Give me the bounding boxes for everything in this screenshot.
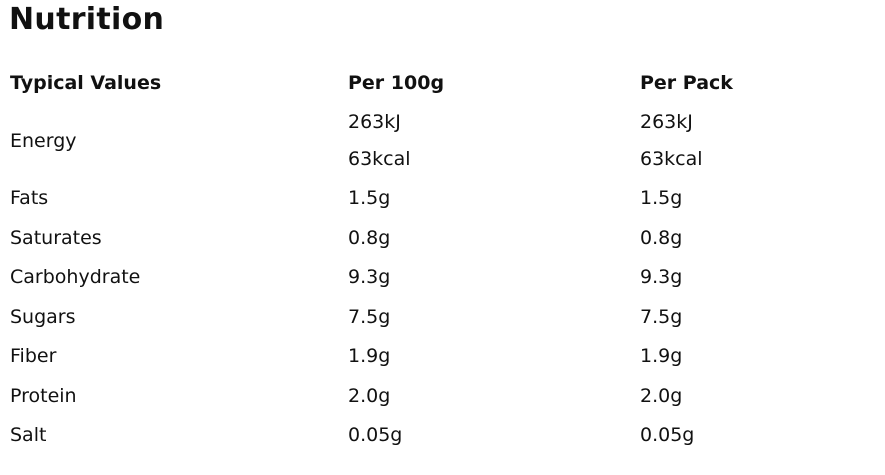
header-per-pack: Per Pack [640,72,733,94]
row-label: Sugars [10,305,76,328]
row-label: Protein [10,384,77,407]
row-per-100g: 7.5g [348,305,391,328]
row-label: Fiber [10,345,57,367]
row-per-pack: 0.8g [640,226,683,249]
energy-kj-per-100g: 263kJ [348,111,401,133]
energy-kcal-per-pack: 63kcal [640,148,703,170]
row-label: Saturates [10,226,102,249]
row-per-pack: 1.9g [640,345,683,367]
row-per-100g: 0.8g [348,226,391,249]
row-per-pack: 2.0g [640,384,683,407]
page-title: Nutrition [9,2,165,37]
row-per-pack: 0.05g [640,424,695,446]
row-per-100g: 0.05g [348,424,403,446]
row-label: Fats [10,187,49,209]
row-per-pack: 7.5g [640,305,683,328]
header-typical-values: Typical Values [10,72,162,94]
energy-kj-per-pack: 263kJ [640,111,693,133]
energy-kcal-per-100g: 63kcal [348,148,411,170]
row-per-100g: 1.5g [348,187,391,209]
row-per-pack: 9.3g [640,266,683,288]
row-per-100g: 2.0g [348,384,391,407]
row-per-pack: 1.5g [640,187,683,209]
header-per-100g: Per 100g [348,72,445,94]
energy-label: Energy [10,130,77,152]
row-per-100g: 1.9g [348,345,391,367]
row-label: Carbohydrate [10,266,141,288]
row-label: Salt [10,424,47,446]
row-per-100g: 9.3g [348,266,391,288]
